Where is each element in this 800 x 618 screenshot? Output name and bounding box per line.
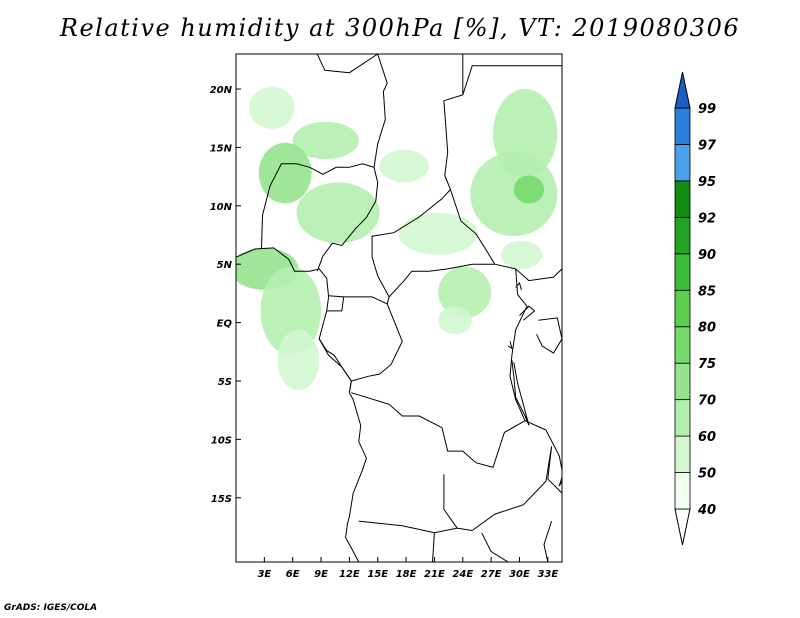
colorbar-upper-arrow xyxy=(674,71,691,109)
colorbar-label: 70 xyxy=(698,394,716,409)
humidity-area xyxy=(296,182,380,244)
colorbar-label: 97 xyxy=(698,138,717,153)
lat-tick-label: 10N xyxy=(210,202,233,213)
latitude-axis: 20N 15N 10N 5N EQ 5S 10S 15S xyxy=(210,85,241,505)
humidity-area xyxy=(398,212,478,255)
lon-tick-label: 18E xyxy=(396,569,417,580)
lat-tick-label: 20N xyxy=(210,85,233,96)
humidity-area xyxy=(438,266,492,318)
country-border-line xyxy=(547,446,562,494)
country-border-line xyxy=(481,532,509,562)
country-boundaries xyxy=(261,54,562,562)
colorbar-bin xyxy=(674,399,691,437)
colorbar-lower-arrow xyxy=(674,508,691,546)
lake-outline xyxy=(545,429,562,487)
lon-tick-label: 27E xyxy=(481,569,502,580)
colorbar-label: 80 xyxy=(698,321,716,336)
lake-outline xyxy=(536,317,562,354)
coastline-line xyxy=(236,247,367,562)
colorbar-label: 92 xyxy=(698,211,716,226)
grads-credit: GrADS: IGES/COLA xyxy=(4,603,98,613)
lat-tick-label: 15S xyxy=(211,494,232,505)
colorbar-label: 75 xyxy=(698,357,716,372)
humidity-area xyxy=(470,152,558,237)
lat-tick-label: 15N xyxy=(210,143,233,154)
country-border-line xyxy=(316,54,378,74)
colorbar-label: 90 xyxy=(698,248,716,263)
lon-tick-label: 3E xyxy=(257,569,271,580)
lake-outline xyxy=(515,281,522,291)
humidity-area xyxy=(379,149,429,183)
colorbar-label: 85 xyxy=(698,284,716,299)
humidity-area xyxy=(277,329,320,391)
colorbar-label: 40 xyxy=(697,503,716,518)
country-border-line xyxy=(316,167,379,272)
humidity-area xyxy=(249,86,295,129)
humidity-area xyxy=(500,240,543,269)
colorbar-bin xyxy=(674,472,691,510)
country-border-line xyxy=(351,392,547,469)
lon-tick-label: 9E xyxy=(314,569,328,580)
country-border-line xyxy=(509,268,528,421)
country-border-line xyxy=(328,54,464,305)
lon-tick-label: 15E xyxy=(367,569,388,580)
lon-tick-label: 33E xyxy=(537,569,558,580)
country-border-line xyxy=(543,520,553,562)
humidity-area xyxy=(292,121,359,160)
lon-tick-label: 12E xyxy=(339,569,360,580)
lon-tick-label: 30E xyxy=(509,569,530,580)
lon-tick-label: 21E xyxy=(424,569,445,580)
lakes xyxy=(507,281,562,487)
humidity-area xyxy=(438,306,473,335)
lat-tick-label: 5S xyxy=(218,377,232,388)
map-title: Relative humidity at 300hPa [%], VT: 201… xyxy=(59,14,741,42)
colorbar-label: 60 xyxy=(698,430,716,445)
humidity-area xyxy=(513,175,545,204)
colorbar-legend: 40 50 60 70 75 80 85 90 92 95 97 99 xyxy=(674,71,717,546)
colorbar-bin xyxy=(674,216,691,255)
lake-outline xyxy=(511,359,530,426)
humidity-area xyxy=(258,142,312,204)
country-border-line xyxy=(462,65,562,96)
humidity-shading-layer xyxy=(236,86,558,391)
country-border-line xyxy=(450,189,562,282)
colorbar-bin xyxy=(674,253,691,291)
country-border-line xyxy=(471,446,553,531)
country-border-line xyxy=(443,474,458,529)
colorbar-label: 95 xyxy=(698,175,716,190)
lon-tick-label: 6E xyxy=(286,569,300,580)
lon-tick-label: 24E xyxy=(452,569,473,580)
lake-outline xyxy=(519,305,536,321)
longitude-axis: 3E 6E 9E 12E 15E 18E 21E 24E 27E 30E 33E xyxy=(257,557,558,580)
country-border-line xyxy=(432,532,435,562)
colorbar-bin xyxy=(674,180,691,218)
colorbar-bin xyxy=(674,362,691,401)
colorbar-bin xyxy=(674,435,691,473)
coastline xyxy=(236,247,367,562)
country-border-line xyxy=(261,54,388,250)
colorbar-bin xyxy=(674,107,691,145)
lat-tick-label: 10S xyxy=(211,435,232,446)
lat-tick-label: 5N xyxy=(217,260,233,271)
lat-tick-label: EQ xyxy=(217,319,233,330)
lake-outline xyxy=(507,341,513,350)
colorbar-bin xyxy=(674,326,691,364)
colorbar-label: 50 xyxy=(698,467,716,482)
country-border-line xyxy=(326,296,345,312)
colorbar-bin xyxy=(674,289,691,328)
plot-frame xyxy=(235,53,563,563)
colorbar-label: 99 xyxy=(698,102,716,117)
country-border-line xyxy=(388,263,495,298)
colorbar-bin xyxy=(674,144,691,182)
